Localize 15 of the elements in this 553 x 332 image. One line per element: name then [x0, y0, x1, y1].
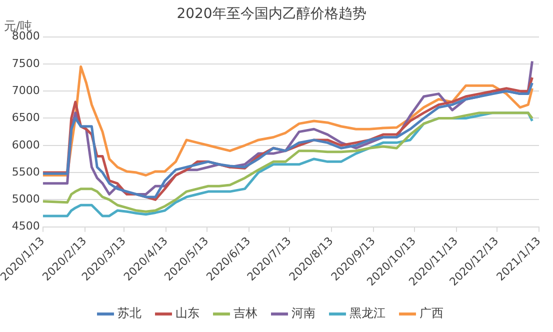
- y-tick-label: 5500: [12, 165, 40, 178]
- y-tick-label: 7000: [12, 84, 40, 97]
- chart-title: 2020年至今国内乙醇价格趋势: [176, 6, 366, 22]
- legend-label: 黑龙江: [350, 306, 386, 320]
- y-tick-label: 5000: [12, 192, 40, 206]
- y-tick-label: 6000: [12, 138, 40, 152]
- legend-label: 山东: [176, 306, 200, 320]
- legend-label: 苏北: [118, 306, 142, 320]
- y-tick-label: 7500: [12, 56, 40, 70]
- legend-label: 广西: [420, 306, 444, 320]
- legend-label: 吉林: [234, 306, 258, 320]
- y-axis-title: 元/吨: [4, 18, 32, 33]
- y-tick-label: 6500: [12, 111, 40, 124]
- legend-label: 河南: [292, 306, 316, 320]
- y-tick-label: 4500: [12, 220, 40, 233]
